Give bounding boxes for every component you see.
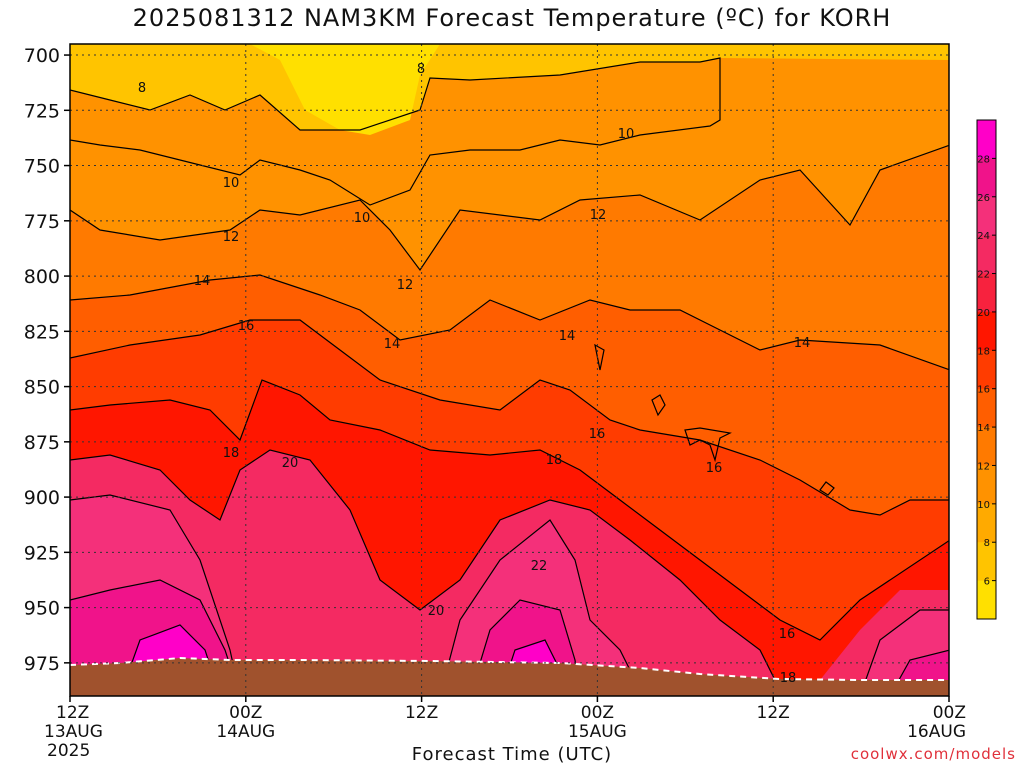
contour-label: 16 <box>238 319 255 334</box>
y-tick-label: 775 <box>24 211 60 233</box>
colorbar-swatch <box>977 120 996 159</box>
contour-label: 10 <box>354 211 371 226</box>
y-tick-label: 750 <box>24 156 60 178</box>
contour-line <box>684 427 732 463</box>
colorbar-label: 6 <box>984 577 990 588</box>
x-tick-hour: 12Z <box>757 703 790 723</box>
colorbar-label: 10 <box>977 500 990 511</box>
band-22-24 <box>70 495 949 696</box>
colorbar-swatch <box>977 235 996 275</box>
y-axis: 700 725 750 775 800 825 850 875 900 925 950 975 <box>24 45 70 675</box>
contour-label: 10 <box>223 176 240 191</box>
colorbar-swatch <box>977 503 996 543</box>
colorbar-legend: 6 8 10 12 14 16 18 20 22 24 26 28 <box>976 119 997 620</box>
colorbar-frame <box>976 119 997 620</box>
contour-line <box>439 519 641 696</box>
y-tick-label: 900 <box>24 487 60 509</box>
contour-label: 22 <box>531 559 548 574</box>
temperature-bands <box>70 44 949 696</box>
colorbar-swatch <box>977 350 996 390</box>
y-tick-label: 925 <box>24 542 60 564</box>
contour-line <box>819 481 835 496</box>
contour-line <box>70 579 241 696</box>
colorbar-swatch <box>977 158 996 198</box>
contour-label: 12 <box>223 230 240 245</box>
contour-label: 20 <box>282 456 299 471</box>
plot-frame <box>69 43 950 697</box>
contour-label: 18 <box>223 446 240 461</box>
contour-label: 20 <box>428 604 445 619</box>
contour-label: 12 <box>397 278 414 293</box>
x-axis-title: Forecast Time (UTC) <box>411 744 613 765</box>
contour-label: 16 <box>706 461 723 476</box>
contour-label: 14 <box>194 274 211 289</box>
y-tick-label: 800 <box>24 266 60 288</box>
colorbar-swatch <box>977 427 996 466</box>
terrain-edge <box>70 656 949 681</box>
x-tick-hour: 12Z <box>56 703 89 723</box>
contour-label: 12 <box>590 208 607 223</box>
y-tick-label: 725 <box>24 100 60 122</box>
y-tick-label: 875 <box>24 432 60 454</box>
colorbar-label: 8 <box>984 538 990 549</box>
band-6-8 <box>250 44 440 135</box>
contour-line <box>859 609 949 696</box>
colorbar-swatch <box>977 311 996 351</box>
contour-label: 14 <box>794 336 811 351</box>
y-tick-label: 950 <box>24 598 60 620</box>
x-tick-year: 2025 <box>47 741 90 761</box>
colorbar-label: 12 <box>977 461 990 472</box>
band-24-26 <box>70 580 949 696</box>
contour-label: 16 <box>779 627 796 642</box>
colorbar-swatch <box>977 196 996 236</box>
contour-label: 18 <box>780 671 797 686</box>
colorbar-swatch <box>977 273 996 313</box>
contour-label: 8 <box>417 62 425 77</box>
x-tick-hour: 00Z <box>229 703 262 723</box>
source-credit: coolwx.com/models <box>850 745 1016 763</box>
y-tick-label: 850 <box>24 377 60 399</box>
contour-label: 10 <box>618 127 635 142</box>
contour-line <box>651 394 666 417</box>
colorbar-label: 28 <box>977 154 990 165</box>
x-tick-date: 15AUG <box>568 722 627 742</box>
x-tick-hour: 00Z <box>581 703 614 723</box>
contour-line <box>70 57 721 206</box>
terrain-surface <box>70 658 949 696</box>
colorbar-swatch <box>977 542 996 582</box>
colorbar-label: 16 <box>977 385 990 396</box>
contour-label: 14 <box>384 337 401 352</box>
y-tick-label: 700 <box>24 45 60 67</box>
colorbar-label: 24 <box>977 231 990 242</box>
colorbar-swatch <box>977 580 996 620</box>
contour-label: 16 <box>589 427 606 442</box>
y-tick-label: 825 <box>24 321 60 343</box>
x-tick-date: 14AUG <box>216 722 275 742</box>
colorbar-label: 22 <box>977 270 990 281</box>
contour-labels: 8 8 10 10 10 12 12 12 14 14 14 14 16 16 16 16 18 18 18 20 20… <box>138 62 810 686</box>
colorbar-label: 18 <box>977 346 990 357</box>
contour-label: 18 <box>546 453 563 468</box>
colorbar-label: 14 <box>977 423 990 434</box>
x-tick-hour: 00Z <box>933 703 966 723</box>
contour-label: 8 <box>138 81 146 96</box>
x-tick-hour: 12Z <box>405 703 438 723</box>
colorbar-swatch <box>977 388 996 428</box>
contour-label: 14 <box>559 329 576 344</box>
contour-line <box>70 319 949 516</box>
contour-line <box>70 379 949 641</box>
x-tick-date: 16AUG <box>907 722 966 742</box>
contour-line <box>70 494 241 696</box>
colorbar-label: 26 <box>977 193 990 204</box>
y-tick-label: 975 <box>24 653 60 675</box>
contour-line <box>70 144 949 272</box>
chart-title: 2025081312 NAM3KM Forecast Temperature (… <box>132 4 892 32</box>
x-tick-date: 13AUG <box>44 722 103 742</box>
colorbar-swatch <box>977 465 996 505</box>
contour-line <box>70 449 781 691</box>
gridlines <box>70 44 949 696</box>
colorbar-label: 20 <box>977 308 990 319</box>
